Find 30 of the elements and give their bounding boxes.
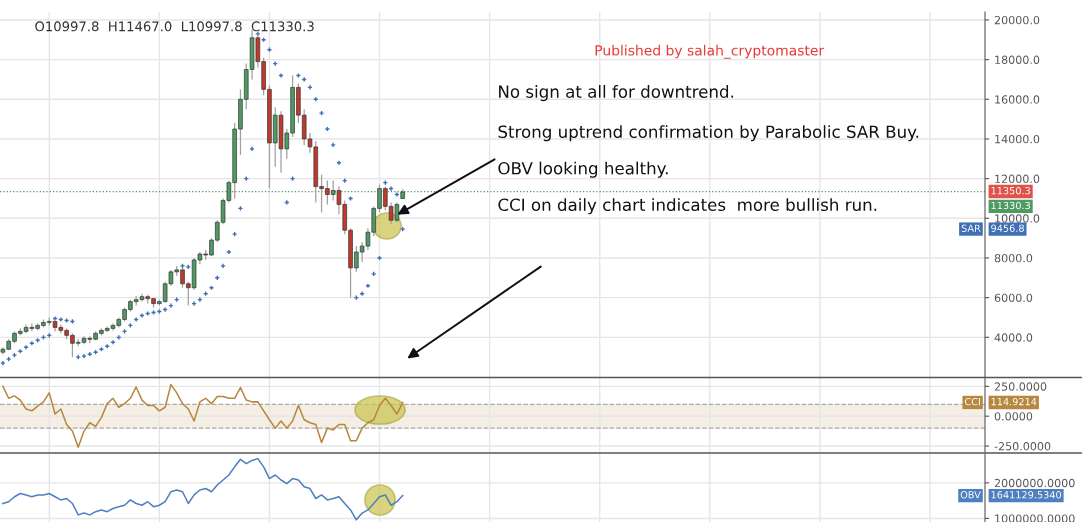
line-series <box>2 457 404 521</box>
y-tick-label: 18000.0 <box>995 55 1040 64</box>
text: 114.9214 <box>991 397 1037 406</box>
y-tick-label: 16000.0 <box>995 95 1040 104</box>
annotation: O10997.8 H11467.0 L10997.8 C11330.3 <box>35 21 314 32</box>
annotation: CCI on daily chart indicates more bullish run. <box>498 198 877 215</box>
text: 9456.8 <box>991 224 1024 232</box>
annotation: Published by salah_cryptomaster <box>595 44 825 59</box>
line-series <box>2 383 404 448</box>
y-tick-label: 14000.0 <box>995 134 1040 144</box>
text: OBV <box>960 491 981 499</box>
y-tick-label: -250.0000 <box>994 442 1051 451</box>
y-tick-label: 20000.0 <box>994 15 1040 25</box>
y-tick-label: 2000000.0000 <box>994 478 1075 488</box>
y-tick-label: 6000.0 <box>994 293 1033 303</box>
annotation: OBV looking healthy. <box>498 161 668 178</box>
y-tick-label: 4000.0 <box>994 333 1033 342</box>
y-tick-label: 12000.0 <box>995 174 1040 184</box>
annotation: Strong uptrend confirmation by Parabolic SAR Buy. <box>498 125 919 142</box>
text: 1641129.5340 <box>991 491 1062 499</box>
y-tick-label: 250.0000 <box>994 382 1047 391</box>
y-tick-label: 8000.0 <box>994 253 1033 263</box>
annotation: No sign at all for downtrend. <box>499 85 734 102</box>
y-tick-label: 10000.0 <box>995 214 1040 223</box>
text: CCI <box>964 397 980 406</box>
text: 11330.3 <box>991 201 1030 210</box>
ref-line-label: 11350.3 <box>991 186 1030 195</box>
y-tick-label: 0.0000 <box>994 412 1033 421</box>
y-tick-label: 1000000.0000 <box>995 514 1075 522</box>
legend-label: SAR <box>961 224 981 232</box>
